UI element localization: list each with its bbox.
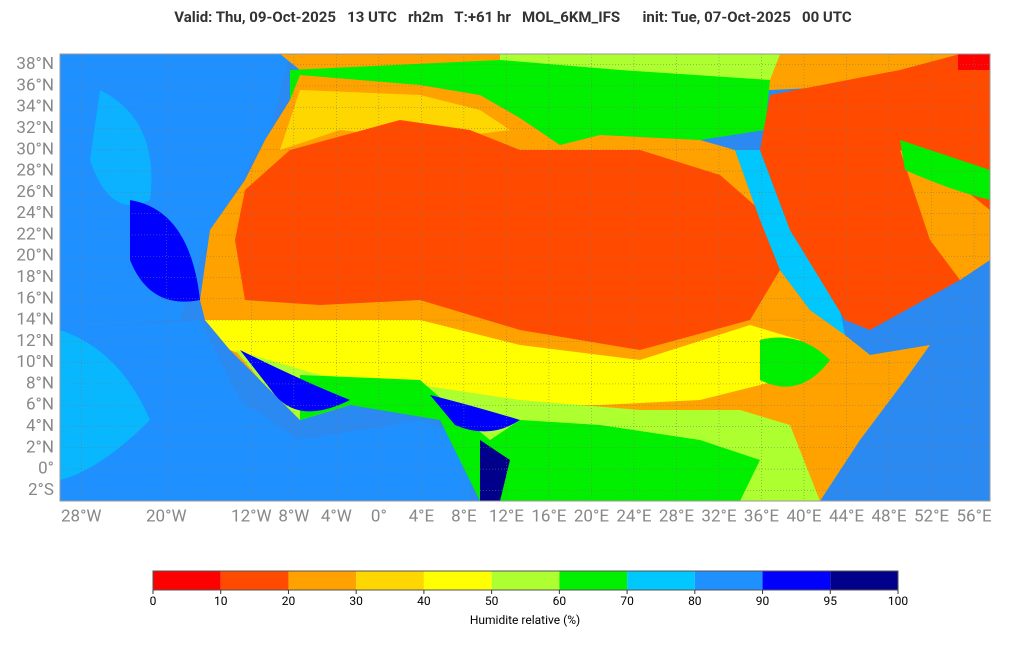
lon-label: 24°E [616, 506, 651, 526]
colorbar-segment [762, 571, 831, 590]
colorbar-frame [152, 570, 899, 591]
lon-label: 12°E [489, 506, 524, 526]
lon-label: 16°E [531, 506, 566, 526]
lat-label: 34°N [16, 97, 54, 117]
title: Valid: Thu, 09-Oct-2025 13 UTC rh2m T:+6… [174, 8, 852, 26]
colorbar-segment [356, 571, 424, 590]
lon-label: 32°E [701, 506, 736, 526]
colorbar-segment [288, 571, 357, 590]
colorbar-segment [694, 571, 763, 590]
lat-label: 2°N [26, 437, 54, 457]
colorbar-label: Humidite relative (%) [470, 613, 580, 627]
lat-label: 18°N [16, 267, 54, 287]
lon-label: 20°W [146, 506, 187, 526]
colorbar-tick-label: 95 [824, 594, 838, 608]
lat-label: 10°N [16, 352, 54, 372]
lat-label: 30°N [16, 139, 54, 159]
lat-label: 14°N [16, 310, 54, 330]
lon-label: 28°E [659, 506, 694, 526]
colorbar-tick-label: 100 [888, 594, 908, 608]
colorbar-tick-label: 20 [282, 594, 296, 608]
graticule [60, 54, 990, 501]
lon-label: 44°E [829, 506, 864, 526]
lon-label: 48°E [871, 506, 906, 526]
lon-label: 4°E [409, 506, 435, 526]
lat-label: 26°N [16, 182, 54, 202]
lat-label: 8°N [26, 373, 54, 393]
lon-label: 56°E [956, 506, 991, 526]
lon-label: 4°W [321, 506, 352, 526]
lat-label: 16°N [16, 288, 54, 308]
lat-label: 20°N [16, 246, 54, 266]
lat-label: 22°N [16, 224, 54, 244]
lat-label: 12°N [16, 331, 54, 351]
lon-label: 36°E [744, 506, 779, 526]
lat-label: 4°N [26, 416, 54, 436]
colorbar-segment [220, 571, 289, 590]
lat-label: 28°N [16, 161, 54, 181]
lon-label: 12°W [231, 506, 272, 526]
lon-label: 40°E [786, 506, 821, 526]
lon-label: 20°E [574, 506, 609, 526]
lat-label: 6°N [26, 395, 54, 415]
colorbar-segment [423, 571, 492, 590]
colorbar: 0 10 20 30 40 50 60 70 80 90 95 100 [150, 570, 908, 608]
lon-label: 52°E [914, 506, 949, 526]
colorbar-tick-label: 40 [417, 594, 431, 608]
colorbar-tick-label: 50 [485, 594, 499, 608]
colorbar-segment [627, 571, 695, 590]
lon-label: 0° [371, 506, 387, 526]
colorbar-tick-label: 90 [756, 594, 770, 608]
colorbar-tick-label: 60 [553, 594, 567, 608]
colorbar-segment [830, 571, 898, 590]
lat-label: 0° [38, 459, 54, 479]
colorbar-tick-label: 10 [214, 594, 228, 608]
lat-label: 24°N [16, 203, 54, 223]
colorbar-segment [559, 571, 628, 590]
colorbar-tick-label: 70 [620, 594, 634, 608]
lat-label: 2°S [28, 480, 54, 500]
lat-label: 32°N [16, 118, 54, 138]
colorbar-tick-label: 30 [349, 594, 363, 608]
lat-label: 36°N [16, 75, 54, 95]
lat-label: 38°N [16, 54, 54, 74]
lon-label: 8°W [278, 506, 309, 526]
colorbar-tick-label: 80 [688, 594, 702, 608]
map-frame [59, 53, 991, 502]
colorbar-segment [153, 571, 221, 590]
colorbar-tick-label: 0 [150, 594, 157, 608]
lon-label: 28°W [61, 506, 102, 526]
lon-label: 8°E [451, 506, 477, 526]
colorbar-segment [491, 571, 560, 590]
